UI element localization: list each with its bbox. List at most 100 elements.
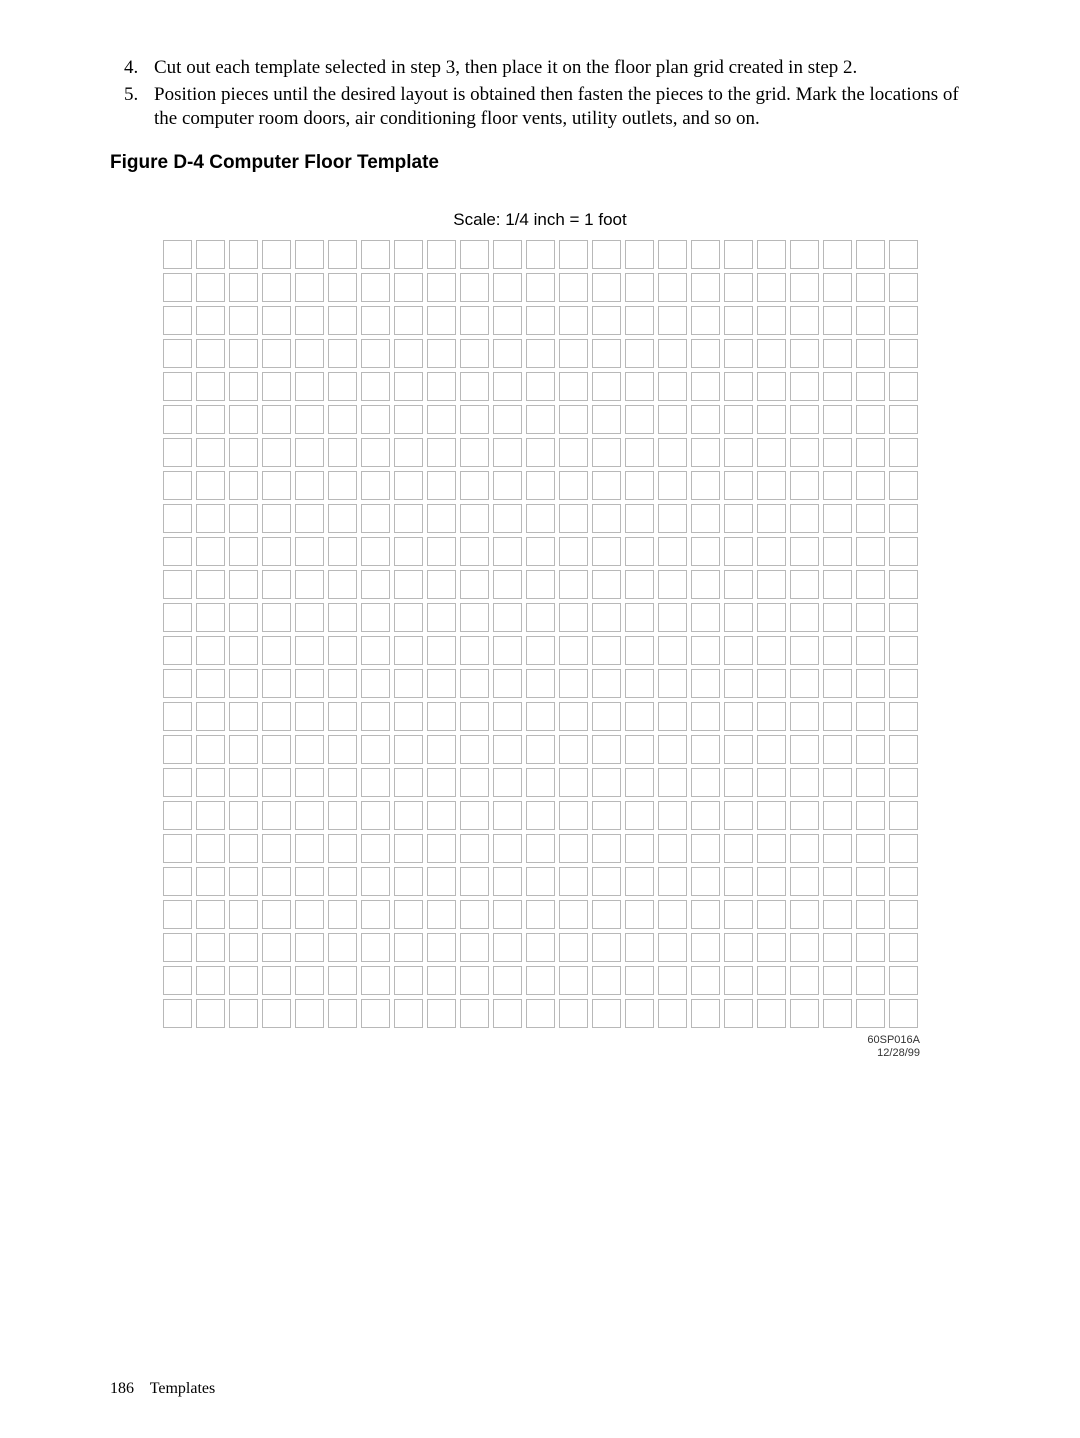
grid-cell — [196, 999, 225, 1028]
grid-cell — [526, 339, 555, 368]
grid-cell — [823, 339, 852, 368]
grid-cell — [361, 306, 390, 335]
grid-cell — [394, 570, 423, 599]
grid-cell — [559, 273, 588, 302]
grid-cell — [493, 735, 522, 764]
grid-cell — [823, 570, 852, 599]
grid-cell — [526, 471, 555, 500]
grid-cell — [691, 636, 720, 665]
grid-cell — [592, 735, 621, 764]
grid-cell — [658, 240, 687, 269]
grid-cell — [790, 405, 819, 434]
grid-cell — [427, 768, 456, 797]
grid-cell — [757, 405, 786, 434]
grid-cell — [427, 933, 456, 962]
grid-cell — [559, 471, 588, 500]
grid-cell — [295, 537, 324, 566]
grid-cell — [295, 933, 324, 962]
grid-cell — [163, 603, 192, 632]
grid-cell — [394, 636, 423, 665]
grid-cell — [262, 405, 291, 434]
grid-cell — [889, 438, 918, 467]
grid-cell — [856, 801, 885, 830]
grid-cell — [196, 537, 225, 566]
grid-cell — [361, 570, 390, 599]
grid-cell — [790, 636, 819, 665]
grid-cell — [229, 867, 258, 896]
grid-cell — [559, 669, 588, 698]
grid-cell — [757, 339, 786, 368]
grid-cell — [262, 669, 291, 698]
grid-cell — [856, 405, 885, 434]
grid-cell — [625, 240, 654, 269]
grid-cell — [493, 273, 522, 302]
grid-cell — [163, 273, 192, 302]
grid-cell — [394, 603, 423, 632]
grid-cell — [625, 504, 654, 533]
grid-cell — [295, 504, 324, 533]
grid-cell — [196, 372, 225, 401]
grid-cell — [559, 834, 588, 863]
grid-cell — [592, 273, 621, 302]
grid-cell — [262, 339, 291, 368]
grid-cell — [559, 966, 588, 995]
grid-cell — [328, 636, 357, 665]
grid-cell — [526, 405, 555, 434]
grid-cell — [427, 966, 456, 995]
grid-cell — [295, 570, 324, 599]
grid-cell — [427, 537, 456, 566]
grid-cell — [493, 471, 522, 500]
grid-cell — [295, 339, 324, 368]
grid-cell — [757, 801, 786, 830]
grid-cell — [625, 570, 654, 599]
grid-cell — [724, 438, 753, 467]
grid-cell — [493, 306, 522, 335]
grid-cell — [427, 900, 456, 929]
grid-cell — [790, 900, 819, 929]
grid-cell — [328, 570, 357, 599]
grid-cell — [295, 834, 324, 863]
grid-cell — [328, 933, 357, 962]
grid-cell — [493, 636, 522, 665]
list-text: Cut out each template selected in step 3… — [154, 56, 970, 81]
grid-cell — [493, 768, 522, 797]
ref-line-2: 12/28/99 — [110, 1047, 920, 1060]
grid-cell — [196, 603, 225, 632]
grid-cell — [361, 339, 390, 368]
grid-cell — [460, 273, 489, 302]
grid-cell — [229, 933, 258, 962]
grid-cell — [526, 669, 555, 698]
grid-cell — [196, 801, 225, 830]
grid-cell — [361, 240, 390, 269]
grid-cell — [361, 867, 390, 896]
grid-cell — [724, 834, 753, 863]
grid-cell — [196, 570, 225, 599]
grid-cell — [691, 240, 720, 269]
grid-cell — [196, 438, 225, 467]
grid-cell — [427, 867, 456, 896]
grid-cell — [229, 306, 258, 335]
grid-cell — [493, 834, 522, 863]
grid-cell — [262, 801, 291, 830]
grid-cell — [163, 735, 192, 764]
grid-cell — [427, 834, 456, 863]
grid-cell — [790, 240, 819, 269]
grid-cell — [361, 273, 390, 302]
grid-cell — [328, 966, 357, 995]
grid-cell — [229, 438, 258, 467]
grid-cell — [460, 471, 489, 500]
grid-cell — [823, 306, 852, 335]
list-number: 4. — [110, 56, 154, 81]
grid-cell — [790, 570, 819, 599]
grid-cell — [559, 537, 588, 566]
grid-cell — [295, 240, 324, 269]
grid-cell — [361, 504, 390, 533]
grid-cell — [460, 669, 489, 698]
grid-cell — [658, 273, 687, 302]
grid-cell — [559, 867, 588, 896]
grid-cell — [724, 702, 753, 731]
grid-cell — [460, 900, 489, 929]
grid-cell — [856, 999, 885, 1028]
grid-cell — [823, 471, 852, 500]
grid-cell — [262, 438, 291, 467]
